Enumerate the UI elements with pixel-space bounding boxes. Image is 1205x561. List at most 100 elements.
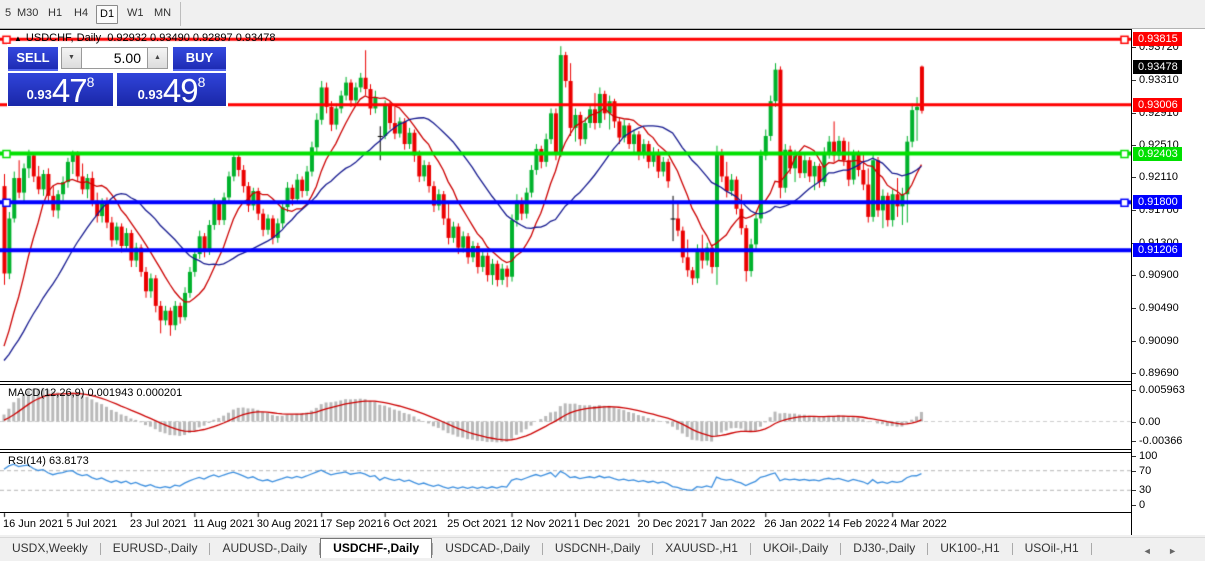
tab-scroll-right-icon[interactable]: ► — [1168, 546, 1177, 556]
symbol-tab-usdx[interactable]: USDX,Weekly — [12, 541, 88, 555]
tab-separator — [840, 542, 842, 555]
tab-scroll-left-icon[interactable]: ◄ — [1142, 546, 1152, 556]
date-axis-label: 30 Aug 2021 — [256, 518, 319, 530]
price-axis-tick — [1132, 144, 1136, 146]
tab-separator — [541, 542, 543, 555]
date-axis-label: 1 Dec 2021 — [573, 518, 631, 530]
tab-separator — [1090, 542, 1092, 555]
symbol-tab-usoil[interactable]: USOil-,H1 — [1024, 541, 1079, 555]
rsi-axis-tick — [1132, 505, 1136, 506]
tab-separator — [432, 542, 434, 555]
timeframe-button-h4[interactable]: H4 — [74, 7, 89, 19]
price-axis-tick — [1132, 210, 1136, 212]
chart-title: ▲ USDCHF, Daily 0.92932 0.93490 0.92897 0… — [14, 32, 275, 46]
price-axis-tick — [1132, 47, 1136, 48]
toolbar-separator — [180, 2, 181, 26]
timeframe-button-mn[interactable]: MN — [154, 7, 172, 19]
timeframe-button-d1[interactable]: D1 — [96, 5, 119, 24]
tab-separator — [1011, 542, 1013, 555]
rsi-indicator-label: RSI(14) 63.8173 — [8, 455, 89, 467]
timeframe-button-h1[interactable]: H1 — [48, 7, 63, 19]
rsi-axis-label: 100 — [1139, 450, 1158, 462]
price-axis-label: 0.89690 — [1139, 366, 1179, 379]
volume-decrease-button[interactable]: ▼ — [61, 47, 82, 69]
buy-pipette: 8 — [197, 74, 206, 90]
rsi-axis-label: 30 — [1139, 484, 1152, 497]
symbol-tab-eurusd[interactable]: EURUSD-,Daily — [112, 541, 198, 555]
macd-axis-tick — [1132, 440, 1136, 442]
macd-axis-label: 0.00 — [1139, 415, 1161, 428]
price-axis-tick — [1132, 242, 1136, 244]
sell-pips: 47 — [51, 72, 88, 109]
rsi-axis-label: 70 — [1139, 464, 1152, 477]
date-axis-label: 14 Feb 2022 — [827, 518, 890, 530]
timeframe-button-m30[interactable]: M30 — [17, 7, 39, 19]
buy-price-button[interactable]: 0.93 49 8 — [117, 72, 226, 109]
sell-price-button[interactable]: 0.93 47 8 — [8, 72, 113, 109]
date-axis-label: 16 Jun 2021 — [3, 518, 64, 530]
tab-separator — [99, 542, 101, 555]
date-axis-label: 4 Mar 2022 — [891, 518, 947, 530]
symbol-tab-audusd[interactable]: AUDUSD-,Daily — [222, 541, 308, 555]
date-axis-label: 7 Jan 2022 — [700, 518, 756, 530]
tab-separator — [749, 542, 751, 555]
price-axis-label: 0.93310 — [1139, 74, 1179, 87]
timeframe-toolbar: 5 M30 H1 H4 D1 W1 MN — [0, 0, 1205, 29]
price-axis-label: 0.92110 — [1139, 171, 1178, 184]
date-axis-label: 11 Aug 2021 — [193, 518, 255, 530]
price-chart-canvas[interactable] — [0, 29, 1131, 535]
tab-scroll-controls: ◄ ► — [1137, 541, 1183, 559]
symbol-tab-usdcad[interactable]: USDCAD-,Daily — [445, 541, 530, 555]
price-axis-tick — [1132, 80, 1136, 82]
volume-increase-button[interactable]: ▲ — [147, 47, 168, 69]
date-axis-label: 23 Jul 2021 — [129, 518, 187, 530]
price-axis-tick — [1132, 177, 1136, 179]
sell-big-figure: 0.93 — [26, 87, 52, 102]
price-axis-tick — [1132, 275, 1136, 277]
date-axis-label: 5 Jul 2021 — [66, 518, 118, 530]
price-level-badge: 0.93815 — [1133, 32, 1182, 47]
chart-marker-icon: ▲ — [14, 34, 22, 43]
current-price-badge: 0.93478 — [1133, 59, 1182, 74]
tab-separator — [652, 542, 654, 555]
rsi-axis-label: 0 — [1139, 499, 1146, 511]
macd-indicator-label: MACD(12,26,9) 0.001943 0.000201 — [8, 387, 183, 399]
symbol-tab-uk100[interactable]: UK100-,H1 — [940, 541, 1000, 555]
sell-button[interactable]: SELL — [8, 47, 58, 71]
price-axis[interactable]: 0.93720 0.93310 0.92910 0.92510 0.92110 0.917… — [1131, 29, 1205, 535]
tab-separator — [927, 542, 929, 555]
timeframe-button-5[interactable]: 5 — [5, 7, 12, 19]
price-axis-label: 0.90900 — [1139, 269, 1179, 282]
sell-pipette: 8 — [86, 74, 95, 90]
buy-big-figure: 0.93 — [137, 87, 163, 102]
date-axis-label: 17 Sep 2021 — [320, 518, 383, 530]
price-axis-tick — [1132, 112, 1136, 114]
date-axis-label: 25 Oct 2021 — [447, 518, 508, 530]
price-axis-label: 0.90090 — [1139, 334, 1179, 347]
macd-axis-label: 0.005963 — [1139, 384, 1185, 397]
volume-input[interactable] — [82, 47, 147, 69]
date-axis-label: 26 Jan 2022 — [764, 518, 825, 530]
buy-button[interactable]: BUY — [173, 47, 226, 71]
symbol-tab-dj30[interactable]: DJ30-,Daily — [853, 541, 916, 555]
price-axis-tick — [1132, 308, 1136, 310]
price-axis-label: 0.90490 — [1139, 302, 1179, 315]
symbol-tab-xauusd[interactable]: XAUUSD-,H1 — [665, 541, 738, 555]
buy-pips: 49 — [162, 72, 199, 109]
price-level-badge: 0.93006 — [1133, 97, 1182, 112]
symbol-tab-ukoil[interactable]: UKOil-,Daily — [762, 541, 829, 555]
date-axis-label: 6 Oct 2021 — [383, 518, 438, 530]
price-axis-tick — [1132, 340, 1136, 342]
macd-axis-tick — [1132, 390, 1136, 392]
date-axis-label: 20 Dec 2021 — [637, 518, 700, 530]
tab-separator — [209, 542, 211, 555]
timeframe-button-w1[interactable]: W1 — [127, 7, 144, 19]
price-level-badge: 0.92403 — [1133, 146, 1182, 161]
price-level-badge: 0.91800 — [1133, 195, 1182, 210]
chart-ohlc-quote: 0.92932 0.93490 0.92897 0.93478 — [107, 32, 276, 44]
symbol-tab-usdchf[interactable]: USDCHF-,Daily — [320, 537, 433, 558]
rsi-axis-tick — [1132, 490, 1136, 492]
symbol-tab-usdcnh[interactable]: USDCNH-,Daily — [554, 541, 641, 555]
date-axis-label: 12 Nov 2021 — [510, 518, 573, 530]
